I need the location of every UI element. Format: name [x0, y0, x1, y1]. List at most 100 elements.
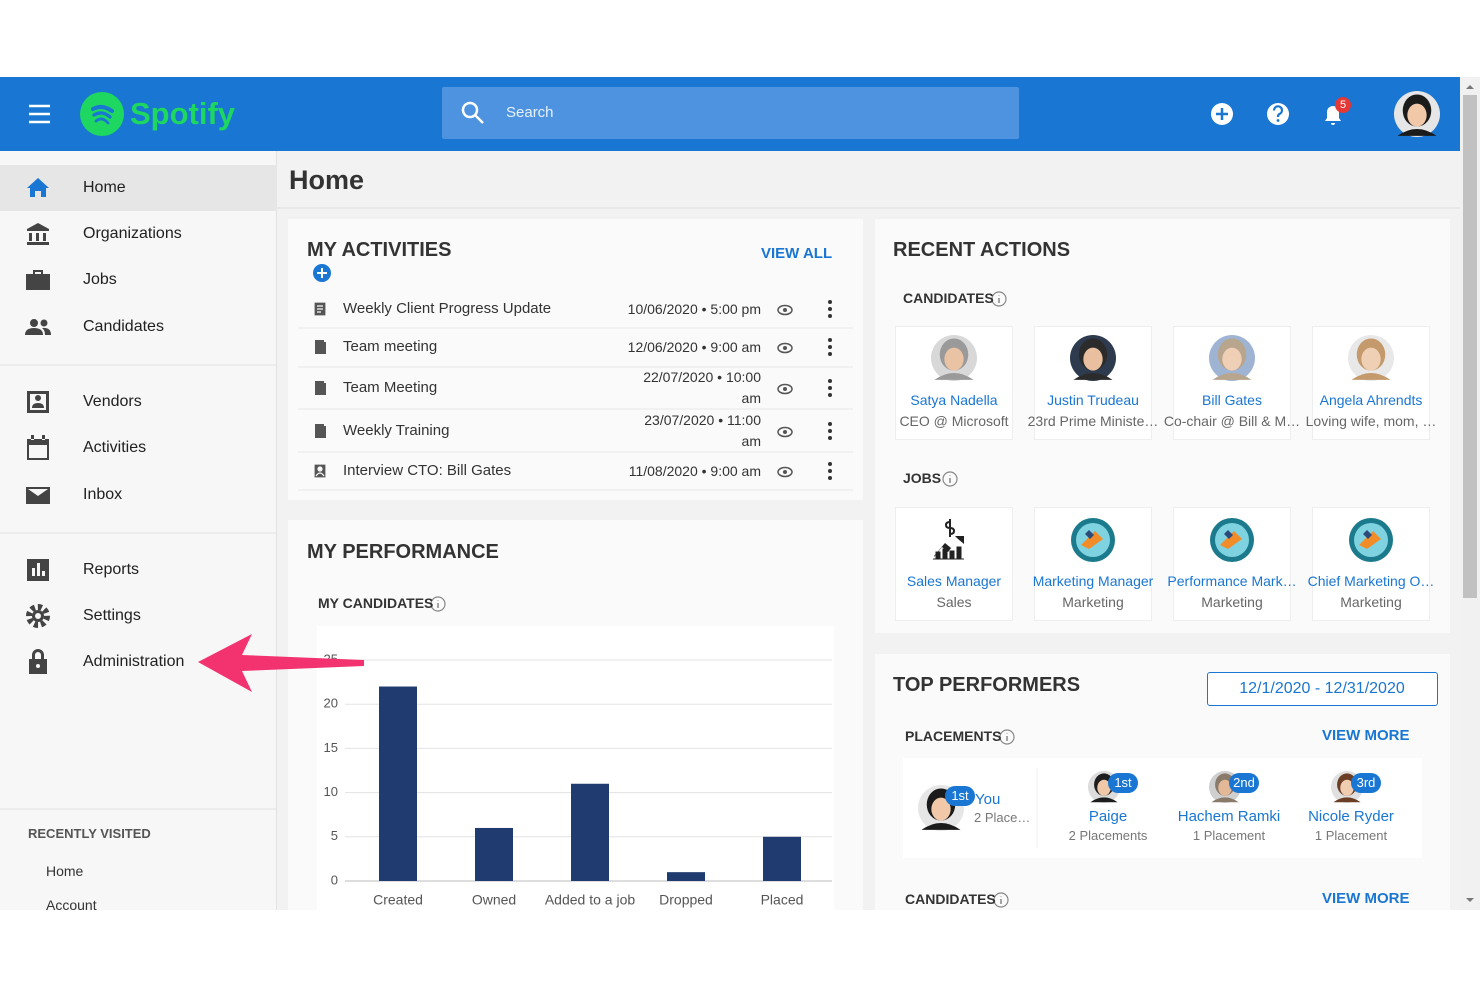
- scroll-up[interactable]: [1466, 85, 1474, 89]
- rank-label: 1st: [951, 788, 969, 803]
- date-range-picker[interactable]: [1207, 672, 1438, 706]
- nav-item[interactable]: Administration: [83, 653, 185, 670]
- view-more[interactable]: VIEW MORE: [1322, 890, 1410, 907]
- performer-detail: 2 Placements: [1068, 828, 1148, 843]
- activity-title[interactable]: Team Meeting: [343, 379, 438, 396]
- activity-date-text: 23/07/2020 • 11:00 am: [644, 412, 761, 449]
- more-button[interactable]: [828, 469, 832, 473]
- info-icon: [991, 291, 1007, 307]
- job-tile[interactable]: [1173, 507, 1291, 621]
- nav-item[interactable]: Home: [83, 179, 126, 196]
- avatar-face: [1361, 347, 1381, 371]
- nav-item[interactable]: Candidates: [83, 318, 164, 335]
- avatar-body: [1397, 128, 1437, 136]
- nav-item[interactable]: Settings: [83, 607, 141, 624]
- more-button[interactable]: [828, 379, 832, 383]
- page-title: Home: [289, 165, 365, 195]
- logo-mark: [94, 117, 110, 125]
- more-button[interactable]: [828, 314, 832, 318]
- more-button[interactable]: [828, 338, 832, 342]
- activity-title[interactable]: Team meeting: [343, 338, 438, 355]
- section-label: JOBS: [903, 470, 942, 486]
- more-button[interactable]: [828, 436, 832, 440]
- y-tick-label: 0: [331, 872, 338, 887]
- candidate-name[interactable]: Justin Trudeau: [1047, 392, 1139, 408]
- scroll-down[interactable]: [1466, 898, 1474, 902]
- activity-date-text: 10/06/2020 • 5:00 pm: [627, 300, 761, 317]
- performer-name[interactable]: You: [975, 791, 1001, 808]
- nav-item[interactable]: Activities: [83, 439, 147, 456]
- nav-item[interactable]: Jobs: [83, 271, 117, 288]
- activity-title[interactable]: Weekly Training: [343, 422, 450, 439]
- avatar-face: [1222, 347, 1242, 371]
- scrollbar-thumb[interactable]: [1463, 95, 1477, 598]
- rank-label: 2nd: [1233, 775, 1255, 790]
- recent-item[interactable]: Account: [46, 897, 97, 910]
- candidate-name[interactable]: Satya Nadella: [910, 392, 998, 408]
- search-box[interactable]: [442, 87, 1019, 139]
- view-all[interactable]: VIEW ALL: [761, 245, 833, 262]
- more-button[interactable]: [828, 386, 832, 390]
- job-icon: [933, 546, 964, 560]
- notifications-button[interactable]: [1325, 106, 1341, 125]
- job-title[interactable]: Chief Marketing O…: [1307, 573, 1435, 589]
- rank-badge: [945, 786, 975, 806]
- job-icon: [1359, 531, 1381, 549]
- nav-item[interactable]: Reports: [83, 561, 140, 578]
- activity-title[interactable]: Interview CTO: Bill Gates: [343, 462, 512, 479]
- view-more[interactable]: VIEW MORE: [1322, 727, 1410, 744]
- avatar-face: [944, 347, 964, 371]
- more-button[interactable]: [828, 429, 832, 433]
- more-button[interactable]: [828, 476, 832, 480]
- more-button[interactable]: [828, 462, 832, 466]
- activity-icon: [313, 301, 327, 317]
- performer-name[interactable]: Paige: [1088, 808, 1128, 825]
- more-button[interactable]: [828, 345, 832, 349]
- add-icon: [1216, 108, 1228, 120]
- avatar-body: [921, 822, 961, 830]
- view-button[interactable]: [777, 383, 793, 395]
- section-label: RECENTLY VISITED: [28, 826, 151, 841]
- more-button[interactable]: [828, 422, 832, 426]
- y-tick-label: 15: [324, 740, 338, 755]
- y-tick-label: 20: [324, 696, 338, 711]
- activity-icon: [315, 424, 326, 438]
- nav-item[interactable]: Inbox: [83, 486, 123, 503]
- activity-date: 11/08/2020 • 9:00 am: [624, 450, 761, 492]
- bar: [667, 872, 705, 881]
- card-title: MY ACTIVITIES: [307, 239, 452, 261]
- job-title[interactable]: Sales Manager: [906, 573, 1002, 589]
- nav-item[interactable]: Organizations: [83, 225, 182, 242]
- more-button[interactable]: [828, 300, 832, 304]
- more-button[interactable]: [828, 352, 832, 356]
- activity-title[interactable]: Weekly Client Progress Update: [343, 300, 552, 317]
- activity-date: 12/06/2020 • 9:00 am: [624, 326, 761, 368]
- view-button[interactable]: [777, 304, 793, 316]
- nav-icon: [27, 178, 49, 197]
- more-button[interactable]: [828, 393, 832, 397]
- activity-date-text: 12/06/2020 • 9:00 am: [627, 338, 761, 355]
- performer-name[interactable]: Nicole Ryder: [1308, 808, 1394, 825]
- candidate-role: Loving wife, mom, …: [1305, 413, 1437, 429]
- more-button[interactable]: [828, 307, 832, 311]
- candidate-name[interactable]: Bill Gates: [1202, 392, 1262, 408]
- job-tile[interactable]: [895, 507, 1013, 621]
- section-label: PLACEMENTS: [905, 728, 1002, 744]
- performer-detail: 1 Placement: [1192, 828, 1266, 843]
- view-button[interactable]: [777, 426, 793, 438]
- activity-date: 10/06/2020 • 5:00 pm: [624, 288, 761, 330]
- rank-label: 1st: [1114, 775, 1132, 790]
- job-title[interactable]: Performance Mark…: [1167, 573, 1297, 589]
- job-department: Marketing: [1201, 594, 1263, 610]
- view-button[interactable]: [777, 342, 793, 354]
- job-icon: [1085, 530, 1094, 539]
- nav-item[interactable]: Vendors: [83, 393, 142, 410]
- candidate-name[interactable]: Angela Ahrendts: [1319, 392, 1423, 408]
- performer-name[interactable]: Hachem Ramki: [1177, 808, 1281, 825]
- activity-date: 22/07/2020 • 10:00 am: [624, 367, 761, 409]
- view-button[interactable]: [777, 466, 793, 478]
- job-title[interactable]: Marketing Manager: [1032, 573, 1154, 589]
- recent-item[interactable]: Home: [46, 863, 84, 879]
